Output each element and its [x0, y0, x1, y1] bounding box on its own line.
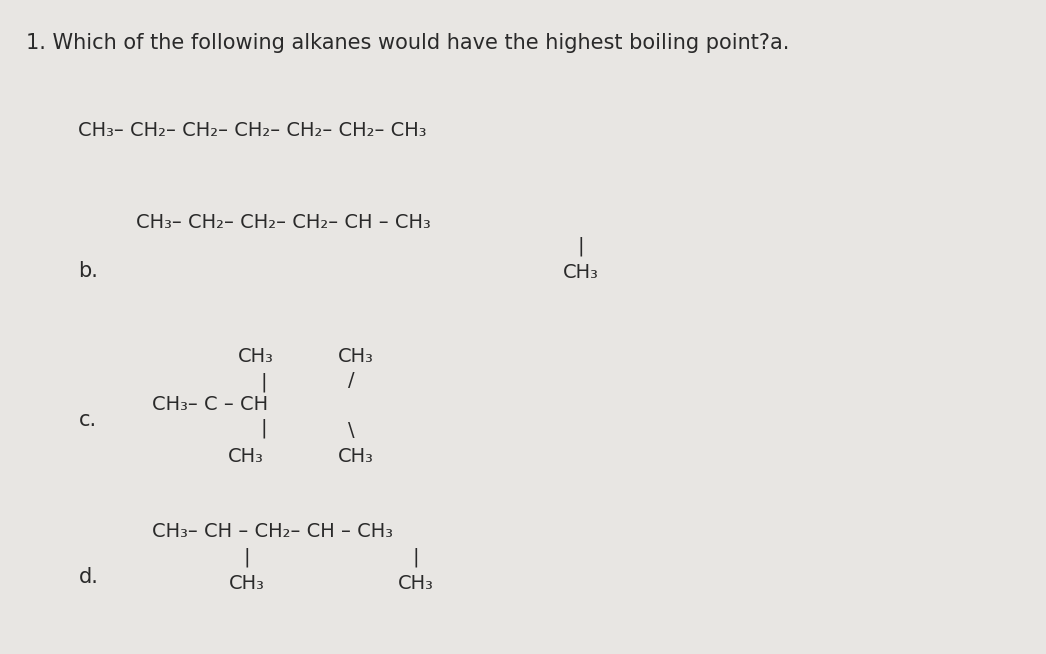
Text: /: / — [348, 371, 355, 390]
Text: |: | — [413, 547, 419, 567]
Text: CH₃: CH₃ — [238, 347, 274, 366]
Text: \: \ — [348, 421, 355, 440]
Text: c.: c. — [78, 410, 96, 430]
Text: CH₃: CH₃ — [228, 447, 264, 466]
Text: |: | — [260, 419, 267, 438]
Text: CH₃: CH₃ — [563, 263, 598, 283]
Text: |: | — [260, 373, 267, 392]
Text: b.: b. — [78, 262, 98, 281]
Text: CH₃: CH₃ — [399, 574, 434, 593]
Text: |: | — [577, 237, 584, 256]
Text: 1. Which of the following alkanes would have the highest boiling point?a.: 1. Which of the following alkanes would … — [26, 33, 790, 52]
Text: CH₃: CH₃ — [229, 574, 265, 593]
Text: CH₃– CH₂– CH₂– CH₂– CH – CH₃: CH₃– CH₂– CH₂– CH₂– CH – CH₃ — [136, 213, 431, 232]
Text: CH₃– CH₂– CH₂– CH₂– CH₂– CH₂– CH₃: CH₃– CH₂– CH₂– CH₂– CH₂– CH₂– CH₃ — [78, 121, 427, 141]
Text: d.: d. — [78, 567, 98, 587]
Text: CH₃: CH₃ — [338, 347, 373, 366]
Text: CH₃– C – CH: CH₃– C – CH — [152, 394, 268, 414]
Text: |: | — [244, 547, 250, 567]
Text: CH₃: CH₃ — [338, 447, 373, 466]
Text: CH₃– CH – CH₂– CH – CH₃: CH₃– CH – CH₂– CH – CH₃ — [152, 521, 392, 541]
